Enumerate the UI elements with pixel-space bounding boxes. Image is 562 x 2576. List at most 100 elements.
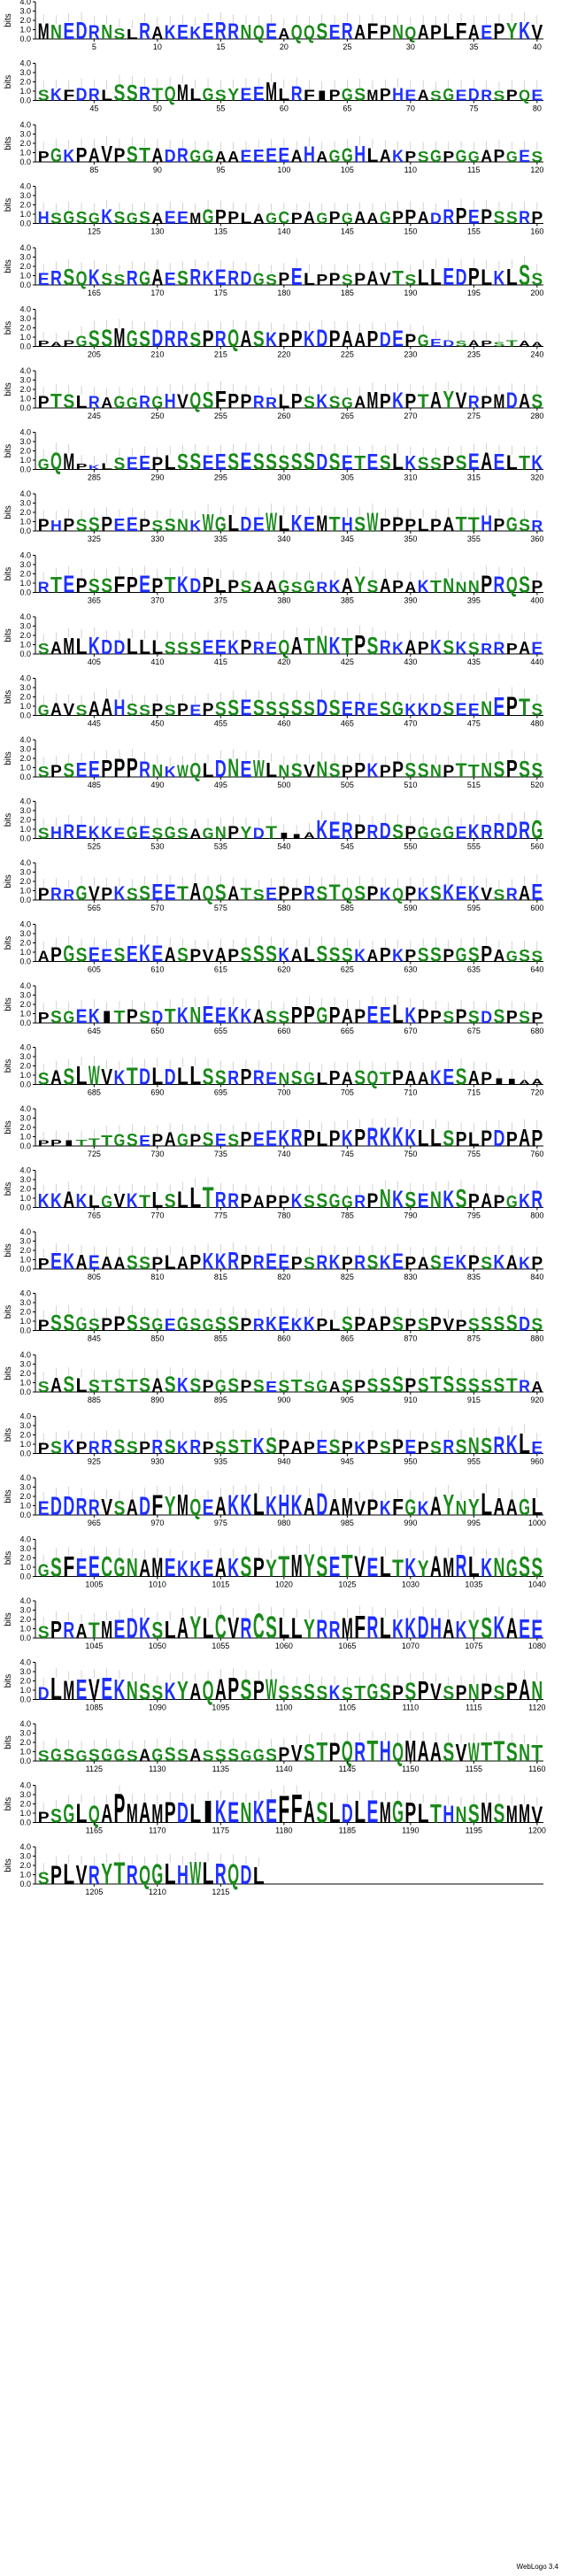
logo-glyph: E [177, 22, 189, 44]
x-tick-label: 185 [341, 288, 354, 297]
logo-glyph: T [127, 1375, 138, 1396]
logo-glyph: S [291, 450, 303, 475]
logo-glyph: E [215, 266, 227, 290]
logo-glyph: M [494, 390, 505, 412]
logo-glyph: A [291, 632, 303, 660]
logo-glyph: R [227, 268, 239, 290]
x-tick-label: 485 [88, 780, 101, 789]
logo-glyph: P [151, 453, 163, 473]
logo-glyph: W [468, 1737, 480, 1766]
logo-glyph: E [203, 19, 214, 45]
logo-glyph: S [189, 329, 201, 351]
logo-glyph: S [227, 1131, 239, 1150]
logo-glyph: S [165, 703, 176, 719]
x-tick-label: 110 [404, 165, 417, 174]
logo-glyph: A [342, 1006, 353, 1028]
logo-glyph: V [291, 1742, 303, 1767]
logo-glyph: S [367, 1252, 379, 1274]
logo-glyph: S [291, 697, 303, 721]
logo-glyph: S [291, 580, 303, 596]
logo-glyph: N [177, 516, 189, 535]
x-tick-label: 145 [341, 227, 354, 236]
logo-glyph: E [404, 1435, 416, 1457]
y-tick-label: 0.0 [19, 1080, 31, 1089]
y-tick-label: 2.0 [19, 78, 31, 87]
logo-glyph: L [481, 1487, 492, 1521]
logo-glyph: R [354, 1737, 366, 1768]
logo-glyph: L [418, 1127, 429, 1152]
x-tick-label: 885 [88, 1396, 101, 1404]
y-tick-label: 4.0 [19, 1227, 31, 1236]
logo-glyph: G [443, 85, 454, 104]
logo-glyph: K [227, 1491, 239, 1522]
x-tick-label: 525 [88, 842, 101, 851]
logo-glyph: H [392, 84, 404, 104]
logo-glyph: E [531, 88, 543, 104]
x-tick-label: 475 [467, 719, 481, 728]
x-tick-label: 315 [467, 473, 481, 482]
logo-glyph: P [316, 1315, 327, 1334]
logo-glyph: S [481, 1612, 492, 1645]
logo-glyph: A [165, 944, 176, 966]
logo-glyph: K [63, 145, 74, 165]
logo-glyph: K [494, 1252, 505, 1274]
logo-glyph: K [291, 1314, 303, 1334]
logo-glyph: A [443, 1614, 454, 1645]
logo-glyph: T [114, 1856, 126, 1890]
logo-glyph: H [443, 1800, 454, 1828]
logo-glyph: E [76, 760, 88, 782]
logo-glyph: R [127, 268, 138, 290]
logo-glyph: N [468, 577, 480, 596]
logo-glyph: S [380, 1437, 391, 1457]
logo-glyph: S [278, 1008, 289, 1027]
logo-glyph: P [531, 1127, 543, 1152]
logo-glyph: L [76, 635, 88, 659]
logo-glyph: P [304, 1127, 315, 1152]
y-tick-label: 3.0 [19, 314, 31, 323]
logo-glyph: S [494, 1005, 505, 1027]
logo-glyph: E [165, 1315, 176, 1334]
logo-glyph: S [139, 328, 150, 352]
logo-glyph: V [354, 1551, 366, 1584]
y-tick-label: 4.0 [19, 1596, 31, 1605]
y-tick-label: 3.0 [19, 253, 31, 262]
logo-glyph: K [443, 881, 454, 905]
x-tick-label: 1020 [275, 1580, 293, 1589]
logo-glyph: S [392, 1312, 404, 1334]
y-tick-label: 4.0 [19, 920, 31, 929]
x-tick-label: 80 [533, 104, 542, 113]
logo-glyph: S [329, 697, 341, 721]
logo-glyph: T [304, 634, 315, 660]
logo-glyph: S [329, 759, 341, 781]
x-tick-label: 790 [404, 1211, 417, 1220]
logo-glyph: S [519, 261, 530, 292]
logo-glyph: D [215, 755, 227, 783]
logo-glyph: M [443, 1552, 454, 1583]
y-axis-label: bits [4, 1612, 13, 1626]
logo-glyph: D [380, 820, 391, 844]
logo-glyph: S [443, 636, 454, 658]
logo-glyph: S [165, 1436, 176, 1458]
logo-glyph: G [165, 823, 176, 842]
logo-glyph: H [50, 823, 62, 842]
logo-glyph: G [215, 1375, 227, 1396]
logo-glyph: S [481, 1435, 492, 1459]
logo-glyph: R [253, 1067, 265, 1089]
logo-glyph: M [101, 1616, 112, 1644]
logo-glyph: P [50, 1616, 62, 1644]
x-tick-label: 815 [214, 1273, 227, 1281]
logo-glyph: D [50, 1491, 62, 1520]
logo-glyph: S [127, 82, 138, 106]
x-tick-label: 470 [404, 719, 417, 728]
y-axis-label: bits [4, 1735, 13, 1749]
logo-glyph: K [404, 700, 416, 719]
logo-glyph: E [266, 639, 277, 658]
logo-glyph: A [354, 22, 366, 44]
logo-glyph: P [531, 208, 543, 227]
logo-glyph: L [468, 1128, 480, 1150]
logo-glyph: P [481, 1680, 492, 1705]
logo-glyph: K [418, 576, 429, 596]
